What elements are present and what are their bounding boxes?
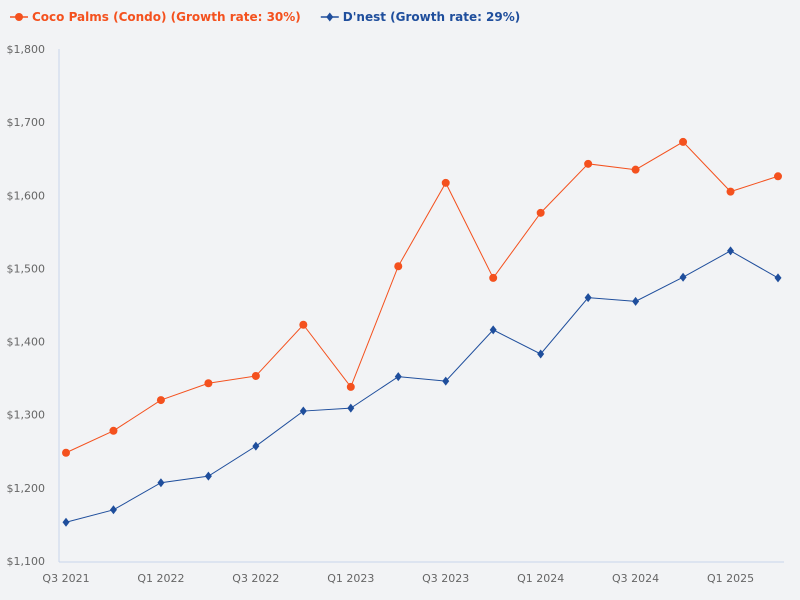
data-point (536, 208, 545, 217)
data-point (252, 441, 260, 451)
legend-marker-diamond-icon (326, 12, 334, 22)
series-0 (62, 137, 782, 457)
data-point (204, 379, 213, 388)
data-point (584, 293, 592, 303)
y-tick-label: $1,700 (7, 116, 46, 129)
data-point (204, 471, 212, 481)
data-point (347, 403, 355, 413)
x-tick-label: Q1 2023 (327, 572, 374, 585)
y-tick-label: $1,200 (7, 482, 46, 495)
data-point (62, 517, 70, 527)
data-point (537, 349, 545, 359)
axes: $1,100 $1,200 $1,300 $1,400 $1,500 $1,600 $1,7… (7, 43, 784, 585)
data-point (774, 273, 782, 283)
data-point (62, 448, 70, 457)
series-line (65, 141, 779, 454)
y-tick-label: $1,800 (7, 43, 46, 56)
data-point (109, 426, 118, 435)
data-point (679, 137, 688, 146)
data-point (299, 320, 308, 329)
x-tick-label: Q3 2024 (612, 572, 659, 585)
data-point (394, 372, 402, 382)
data-point (489, 325, 497, 335)
y-tick-label: $1,600 (7, 189, 46, 202)
legend-marker-circle-icon (15, 13, 23, 21)
x-tick-label: Q1 2025 (707, 572, 754, 585)
series-group (62, 137, 782, 527)
y-tick-label: $1,500 (7, 262, 46, 275)
legend-item-0: Coco Palms (Condo) (Growth rate: 30%) (10, 10, 301, 24)
data-point (631, 165, 640, 174)
x-tick-label: Q3 2022 (232, 572, 279, 585)
x-tick-label: Q3 2021 (42, 572, 89, 585)
legend-label: D'nest (Growth rate: 29%) (343, 10, 521, 24)
y-tick-label: $1,300 (7, 409, 46, 422)
data-point (441, 178, 450, 187)
legend: Coco Palms (Condo) (Growth rate: 30%) D'n… (10, 10, 520, 24)
data-point (157, 478, 165, 488)
x-tick-label: Q1 2024 (517, 572, 564, 585)
data-point (584, 159, 593, 168)
data-point (679, 272, 687, 282)
data-point (346, 382, 355, 391)
data-point (299, 406, 307, 416)
series-1 (62, 246, 782, 527)
data-point (632, 296, 640, 306)
data-point (489, 273, 498, 282)
data-point (774, 172, 782, 181)
x-tick-label: Q3 2023 (422, 572, 469, 585)
series-line (65, 250, 779, 523)
data-point (726, 187, 735, 196)
data-point (442, 376, 450, 386)
data-point (394, 262, 403, 271)
y-tick-label: $1,400 (7, 336, 46, 349)
data-point (156, 396, 165, 405)
x-tick-label: Q1 2022 (137, 572, 184, 585)
data-point (109, 505, 117, 515)
y-tick-label: $1,100 (7, 555, 46, 568)
legend-item-1: D'nest (Growth rate: 29%) (320, 10, 521, 24)
data-point (251, 371, 260, 380)
data-point (727, 246, 735, 256)
legend-label: Coco Palms (Condo) (Growth rate: 30%) (32, 10, 301, 24)
